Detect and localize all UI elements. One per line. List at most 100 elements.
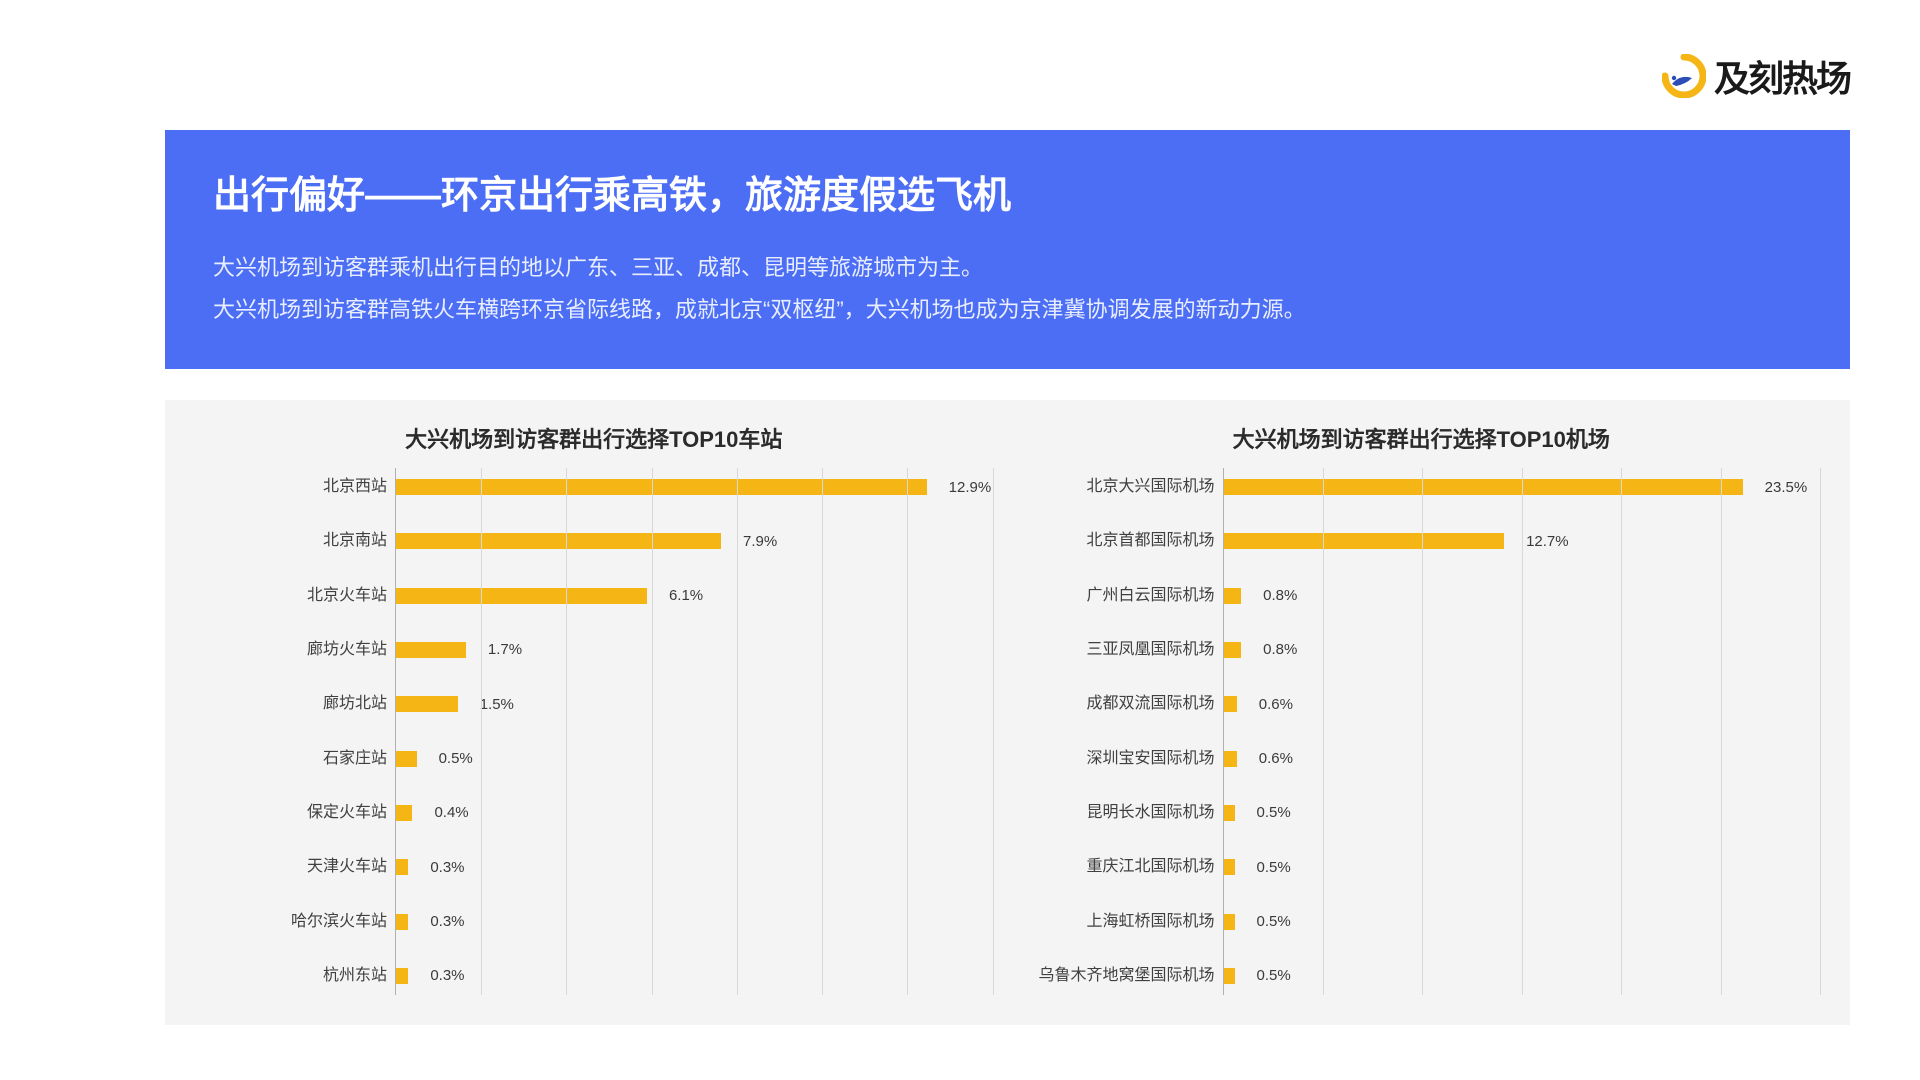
- y-axis-label: 天津火车站: [195, 856, 395, 878]
- gridline: [1621, 468, 1622, 995]
- gridline: [737, 468, 738, 995]
- y-axis-label: 石家庄站: [195, 748, 395, 770]
- gridline: [1323, 468, 1324, 995]
- bar: [1224, 859, 1235, 875]
- bar-value-label: 12.9%: [949, 479, 992, 496]
- bar-value-label: 12.7%: [1526, 533, 1569, 550]
- y-axis-label: 深圳宝安国际机场: [1023, 748, 1223, 770]
- chart-stations-bars: 12.9% 7.9% 6.1% 1.7% 1.5% 0.5% 0.4% 0.3% 0.3% 0.3…: [396, 468, 993, 995]
- bar-row: 7.9%: [396, 530, 993, 552]
- y-axis-label: 廊坊火车站: [195, 639, 395, 661]
- y-axis-label: 北京大兴国际机场: [1023, 476, 1223, 498]
- bar-row: 0.3%: [396, 911, 993, 933]
- bar-value-label: 0.3%: [430, 913, 464, 930]
- bar-value-label: 6.1%: [669, 587, 703, 604]
- y-axis-label: 成都双流国际机场: [1023, 693, 1223, 715]
- bar-value-label: 0.8%: [1263, 641, 1297, 658]
- bar-value-label: 23.5%: [1765, 479, 1808, 496]
- chart-stations-ylabels: 北京西站北京南站北京火车站廊坊火车站廊坊北站石家庄站保定火车站天津火车站哈尔滨火…: [195, 468, 395, 995]
- bar: [1224, 696, 1237, 712]
- bar-value-label: 0.6%: [1259, 750, 1293, 767]
- bar: [396, 479, 927, 495]
- gridline: [993, 468, 994, 995]
- gridline: [481, 468, 482, 995]
- chart-airports-body: 北京大兴国际机场北京首都国际机场广州白云国际机场三亚凤凰国际机场成都双流国际机场…: [1023, 468, 1821, 995]
- y-axis-label: 哈尔滨火车站: [195, 911, 395, 933]
- brand-logo-icon: [1662, 54, 1706, 98]
- bar-row: 12.9%: [396, 476, 993, 498]
- y-axis-label: 北京西站: [195, 476, 395, 498]
- y-axis-label: 北京首都国际机场: [1023, 530, 1223, 552]
- bar: [396, 588, 647, 604]
- header-subtitle-2: 大兴机场到访客群高铁火车横跨环京省际线路，成就北京“双枢纽”，大兴机场也成为京津…: [213, 289, 1802, 331]
- bar-row: 1.5%: [396, 693, 993, 715]
- y-axis-label: 广州白云国际机场: [1023, 585, 1223, 607]
- bar-row: 0.4%: [396, 802, 993, 824]
- bar-row: 0.3%: [396, 965, 993, 987]
- chart-stations-plot: 12.9% 7.9% 6.1% 1.7% 1.5% 0.5% 0.4% 0.3% 0.3% 0.3…: [395, 468, 993, 995]
- y-axis-label: 重庆江北国际机场: [1023, 856, 1223, 878]
- gridline: [652, 468, 653, 995]
- bar-value-label: 0.5%: [1257, 913, 1291, 930]
- chart-airports-title: 大兴机场到访客群出行选择TOP10机场: [1023, 422, 1821, 454]
- bar: [396, 642, 466, 658]
- brand-logo: 及刻热场: [1662, 50, 1850, 102]
- gridline: [1721, 468, 1722, 995]
- bar-value-label: 0.5%: [1257, 804, 1291, 821]
- bar: [396, 696, 458, 712]
- gridline: [1422, 468, 1423, 995]
- bar: [1224, 914, 1235, 930]
- gridline: [1522, 468, 1523, 995]
- y-axis-label: 北京南站: [195, 530, 395, 552]
- gridline: [822, 468, 823, 995]
- bar: [396, 968, 408, 984]
- bar-value-label: 0.3%: [430, 967, 464, 984]
- y-axis-label: 保定火车站: [195, 802, 395, 824]
- gridline: [566, 468, 567, 995]
- bar: [1224, 642, 1242, 658]
- charts-container: 大兴机场到访客群出行选择TOP10车站 北京西站北京南站北京火车站廊坊火车站廊坊…: [165, 400, 1850, 1025]
- bar-value-label: 7.9%: [743, 533, 777, 550]
- bar-row: 1.7%: [396, 639, 993, 661]
- bar-value-label: 0.4%: [434, 804, 468, 821]
- header-subtitle-1: 大兴机场到访客群乘机出行目的地以广东、三亚、成都、昆明等旅游城市为主。: [213, 247, 1802, 289]
- y-axis-label: 杭州东站: [195, 965, 395, 987]
- bar: [1224, 479, 1743, 495]
- bar-row: 6.1%: [396, 585, 993, 607]
- chart-airports-plot: 23.5% 12.7% 0.8% 0.8% 0.6% 0.6% 0.5% 0.5% 0.5% 0.…: [1223, 468, 1821, 995]
- bar: [396, 751, 417, 767]
- bar-value-label: 0.5%: [439, 750, 473, 767]
- bar-row: 0.3%: [396, 856, 993, 878]
- brand-name: 及刻热场: [1714, 50, 1850, 102]
- chart-stations-body: 北京西站北京南站北京火车站廊坊火车站廊坊北站石家庄站保定火车站天津火车站哈尔滨火…: [195, 468, 993, 995]
- bar-value-label: 1.5%: [480, 696, 514, 713]
- chart-stations-title: 大兴机场到访客群出行选择TOP10车站: [195, 422, 993, 454]
- bar: [396, 805, 412, 821]
- y-axis-label: 北京火车站: [195, 585, 395, 607]
- bar: [1224, 533, 1505, 549]
- y-axis-label: 廊坊北站: [195, 693, 395, 715]
- bar-value-label: 0.6%: [1259, 696, 1293, 713]
- bar: [396, 533, 721, 549]
- bar: [396, 859, 408, 875]
- chart-airports-ylabels: 北京大兴国际机场北京首都国际机场广州白云国际机场三亚凤凰国际机场成都双流国际机场…: [1023, 468, 1223, 995]
- bar-value-label: 0.8%: [1263, 587, 1297, 604]
- bar-value-label: 0.5%: [1257, 967, 1291, 984]
- y-axis-label: 三亚凤凰国际机场: [1023, 639, 1223, 661]
- bar: [1224, 968, 1235, 984]
- header-band: 出行偏好——环京出行乘高铁，旅游度假选飞机 大兴机场到访客群乘机出行目的地以广东…: [165, 130, 1850, 369]
- y-axis-label: 乌鲁木齐地窝堡国际机场: [1023, 965, 1223, 987]
- y-axis-label: 昆明长水国际机场: [1023, 802, 1223, 824]
- page-title: 出行偏好——环京出行乘高铁，旅游度假选飞机: [213, 164, 1802, 219]
- bar: [396, 914, 408, 930]
- gridline: [907, 468, 908, 995]
- gridline: [1820, 468, 1821, 995]
- bar-value-label: 0.3%: [430, 859, 464, 876]
- bar-value-label: 1.7%: [488, 641, 522, 658]
- bar: [1224, 805, 1235, 821]
- bar: [1224, 588, 1242, 604]
- bar: [1224, 751, 1237, 767]
- bar-row: 0.5%: [396, 748, 993, 770]
- bar-value-label: 0.5%: [1257, 859, 1291, 876]
- chart-airports: 大兴机场到访客群出行选择TOP10机场 北京大兴国际机场北京首都国际机场广州白云…: [1023, 422, 1821, 995]
